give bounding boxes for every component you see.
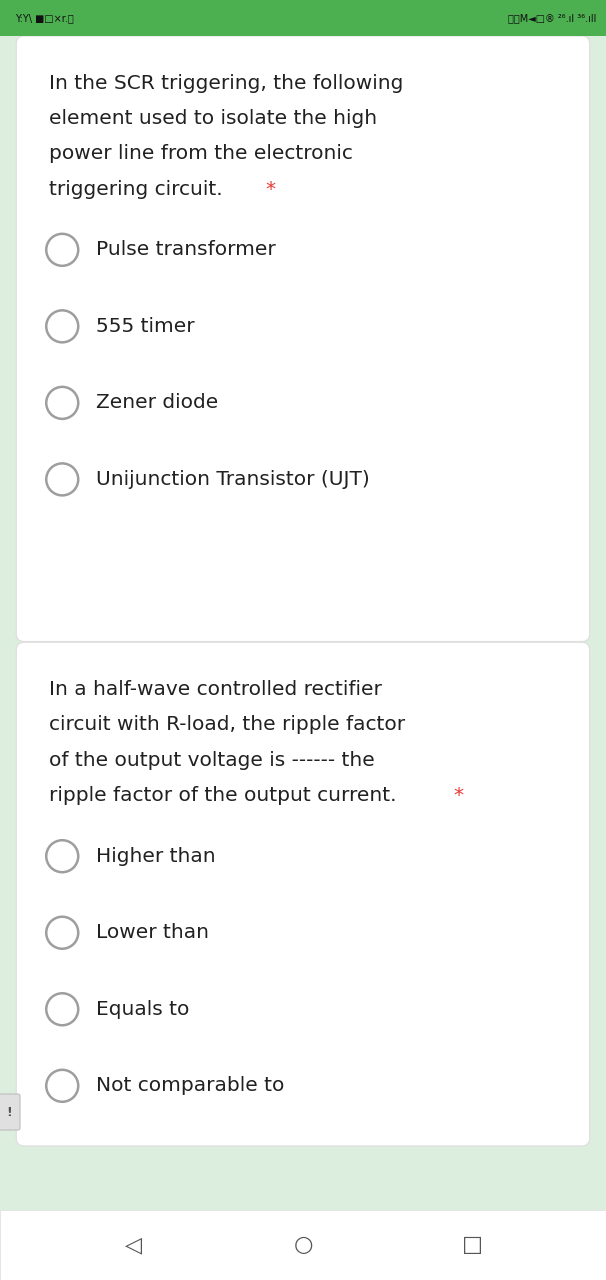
Text: □: □	[462, 1235, 483, 1254]
Text: !: !	[6, 1106, 12, 1119]
FancyBboxPatch shape	[0, 0, 606, 36]
Text: Equals to: Equals to	[96, 1000, 190, 1019]
Text: of the output voltage is ------ the: of the output voltage is ------ the	[49, 751, 375, 769]
Text: In a half-wave controlled rectifier: In a half-wave controlled rectifier	[49, 680, 382, 699]
Text: Unijunction Transistor (UJT): Unijunction Transistor (UJT)	[96, 470, 370, 489]
FancyBboxPatch shape	[0, 1094, 20, 1130]
Text: *: *	[265, 179, 275, 198]
Text: Lower than: Lower than	[96, 923, 209, 942]
Text: Pulse transformer: Pulse transformer	[96, 241, 276, 260]
Text: ◁: ◁	[125, 1235, 142, 1254]
FancyBboxPatch shape	[16, 643, 590, 1146]
Text: Zener diode: Zener diode	[96, 393, 219, 412]
Text: ripple factor of the output current.: ripple factor of the output current.	[49, 786, 397, 805]
FancyBboxPatch shape	[16, 36, 590, 641]
Text: Higher than: Higher than	[96, 846, 216, 865]
Text: 記固M◄□® ²⁶.ıl ³⁶.ıll: 記固M◄□® ²⁶.ıl ³⁶.ıll	[508, 13, 596, 23]
Text: ○: ○	[293, 1235, 313, 1254]
Text: *: *	[453, 786, 464, 805]
Text: power line from the electronic: power line from the electronic	[49, 145, 353, 164]
Text: 555 timer: 555 timer	[96, 317, 195, 335]
Text: triggering circuit.: triggering circuit.	[49, 179, 223, 198]
Text: In the SCR triggering, the following: In the SCR triggering, the following	[49, 74, 404, 93]
FancyBboxPatch shape	[0, 1210, 606, 1280]
Text: Not comparable to: Not comparable to	[96, 1076, 285, 1096]
Text: circuit with R-load, the ripple factor: circuit with R-load, the ripple factor	[49, 716, 405, 735]
Text: element used to isolate the high: element used to isolate the high	[49, 109, 378, 128]
Text: Y:Y\ ■□×r.⌚: Y:Y\ ■□×r.⌚	[15, 13, 74, 23]
